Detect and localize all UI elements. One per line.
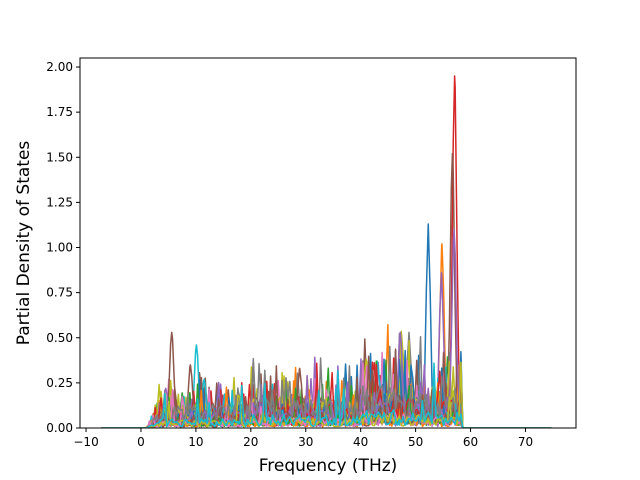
- x-axis-ticks: −10 0 10 20 30 40 50 60 70: [73, 428, 533, 449]
- x-tick-label: 20: [243, 435, 258, 449]
- y-tick-label: 1.50: [46, 150, 73, 164]
- x-tick-label: 50: [408, 435, 423, 449]
- y-tick-label: 1.25: [46, 195, 73, 209]
- x-tick-label: −10: [73, 435, 98, 449]
- y-tick-label: 0.00: [46, 421, 73, 435]
- y-tick-label: 2.00: [46, 60, 73, 74]
- x-tick-label: 10: [188, 435, 203, 449]
- y-tick-label: 0.75: [46, 286, 73, 300]
- y-tick-label: 1.00: [46, 241, 73, 255]
- y-tick-label: 0.25: [46, 376, 73, 390]
- plot-frame: [79, 57, 577, 429]
- x-axis-label: Frequency (THz): [259, 456, 398, 476]
- x-tick-label: 30: [298, 435, 313, 449]
- series-line: [101, 361, 552, 428]
- y-tick-label: 0.50: [46, 331, 73, 345]
- x-tick-label: 0: [137, 435, 145, 449]
- x-tick-label: 70: [518, 435, 533, 449]
- y-axis-ticks: 0.00 0.25 0.50 0.75 1.00 1.25 1.50 1.75 2.00: [46, 60, 80, 435]
- x-tick-label: 40: [353, 435, 368, 449]
- series-lines: [101, 75, 552, 428]
- x-tick-label: 60: [463, 435, 478, 449]
- series-line: [101, 362, 552, 428]
- y-axis-label: Partial Density of States: [14, 141, 34, 346]
- y-tick-label: 1.75: [46, 105, 73, 119]
